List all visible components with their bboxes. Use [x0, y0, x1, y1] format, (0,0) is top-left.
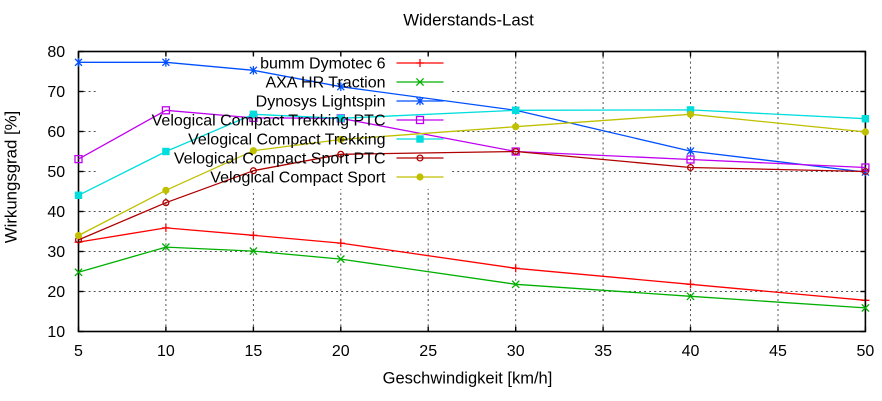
svg-text:20: 20 [332, 343, 350, 360]
svg-text:5: 5 [74, 343, 83, 360]
svg-text:10: 10 [47, 324, 65, 341]
svg-text:30: 30 [507, 343, 525, 360]
svg-text:40: 40 [47, 204, 65, 221]
svg-text:Velogical Compact Trekking PTC: Velogical Compact Trekking PTC [152, 113, 386, 130]
svg-text:30: 30 [47, 244, 65, 261]
svg-text:25: 25 [419, 343, 437, 360]
svg-text:50: 50 [857, 343, 875, 360]
svg-text:60: 60 [47, 124, 65, 141]
svg-text:10: 10 [157, 343, 175, 360]
svg-text:50: 50 [47, 164, 65, 181]
svg-text:Velogical Compact Trekking: Velogical Compact Trekking [188, 132, 385, 149]
svg-text:Widerstands-Last: Widerstands-Last [403, 11, 534, 30]
svg-text:45: 45 [769, 343, 787, 360]
svg-text:70: 70 [47, 84, 65, 101]
svg-text:40: 40 [682, 343, 700, 360]
svg-text:15: 15 [245, 343, 263, 360]
svg-text:Wirkungsgrad [%]: Wirkungsgrad [%] [2, 111, 21, 243]
svg-text:Dynosys Lightspin: Dynosys Lightspin [256, 94, 386, 111]
svg-text:bumm Dymotec 6: bumm Dymotec 6 [260, 56, 385, 73]
svg-text:80: 80 [47, 44, 65, 61]
svg-text:Geschwindigkeit [km/h]: Geschwindigkeit [km/h] [383, 370, 553, 388]
svg-text:20: 20 [47, 284, 65, 301]
svg-text:AXA HR Traction: AXA HR Traction [265, 75, 385, 92]
svg-text:35: 35 [594, 343, 612, 360]
svg-text:Velogical Compact Sport PTC: Velogical Compact Sport PTC [174, 151, 386, 168]
svg-text:Velogical Compact Sport: Velogical Compact Sport [210, 170, 386, 187]
